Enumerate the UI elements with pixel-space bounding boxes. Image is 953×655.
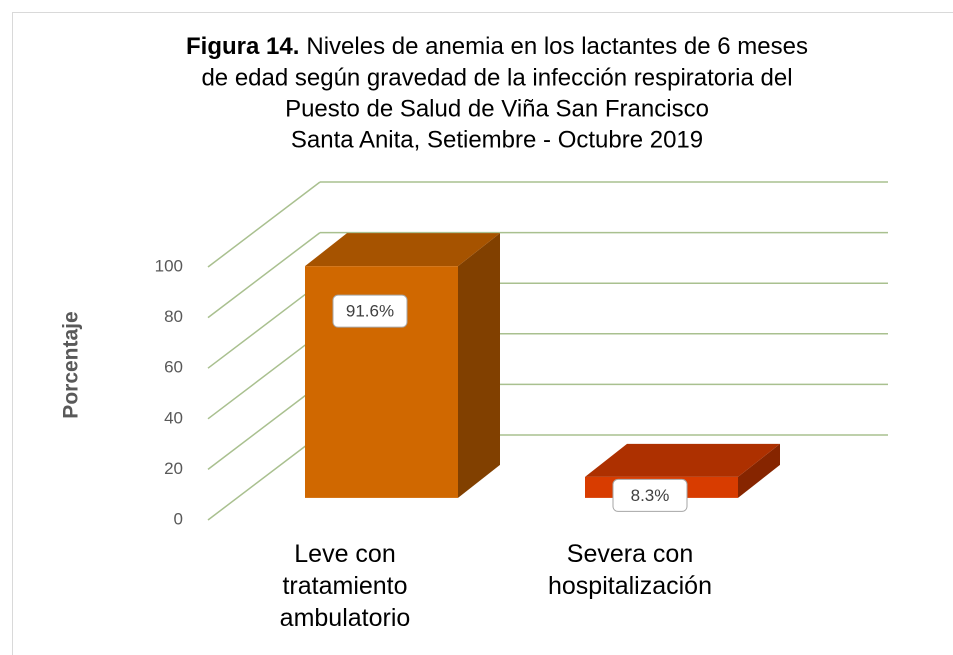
y-axis-label: Porcentaje bbox=[60, 311, 83, 418]
figure-label: Figura 14. bbox=[186, 33, 299, 60]
y-tick-label: 40 bbox=[164, 408, 183, 427]
grid-line bbox=[207, 232, 321, 319]
bar-top bbox=[305, 233, 500, 267]
grid-line bbox=[207, 181, 321, 268]
y-tick-label: 100 bbox=[155, 256, 183, 275]
chart-title: Figura 14. Niveles de anemia en los lacta… bbox=[186, 33, 808, 60]
data-label-box bbox=[332, 294, 408, 328]
data-label: 91.6% bbox=[346, 302, 394, 321]
y-tick-label: 20 bbox=[164, 459, 183, 478]
title-line: de edad según gravedad de la infección r… bbox=[201, 64, 792, 91]
chart-frame bbox=[12, 12, 953, 655]
bar-top bbox=[585, 443, 780, 477]
bar-side bbox=[738, 443, 780, 498]
y-tick-label: 0 bbox=[174, 509, 183, 528]
x-tick-label: Severa con hospitalización bbox=[548, 540, 712, 600]
grid-line bbox=[207, 434, 321, 521]
grid-line bbox=[207, 282, 321, 369]
grid-line bbox=[207, 383, 321, 470]
data-label: 8.3% bbox=[631, 486, 670, 505]
grid-line bbox=[207, 333, 321, 420]
y-tick-label: 60 bbox=[164, 358, 183, 377]
x-tick-label: Leve con tratamiento ambulatorio bbox=[279, 540, 411, 632]
title-line: Puesto de Salud de Viña San Francisco bbox=[285, 95, 709, 122]
data-label-box bbox=[612, 478, 688, 512]
y-tick-label: 80 bbox=[164, 307, 183, 326]
title-line: Santa Anita, Setiembre - Octubre 2019 bbox=[291, 126, 703, 153]
bar-side bbox=[458, 233, 500, 498]
title-line: Niveles de anemia en los lactantes de 6 … bbox=[306, 33, 808, 60]
